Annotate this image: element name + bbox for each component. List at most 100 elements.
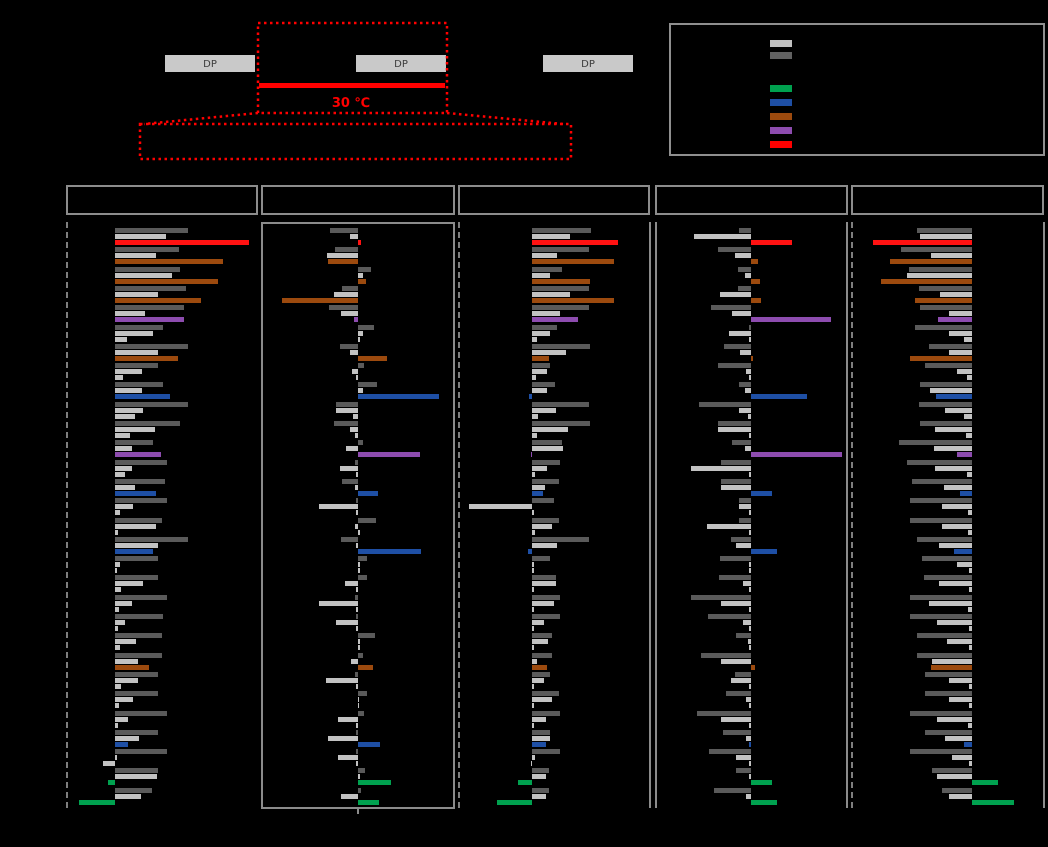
bar-panel4-group14-blue (751, 490, 772, 496)
bar-panel3-group27-light (532, 735, 550, 741)
bar-panel5-group1-light (920, 234, 972, 239)
bar-panel2-group8-light (352, 369, 358, 375)
bar-panel2-group18-dark (358, 556, 367, 562)
bar-panel1-group28-dark (115, 749, 167, 755)
bar-panel4-group3-brown (751, 278, 760, 284)
bar-panel4-group10-dark (699, 401, 751, 407)
bar-panel1-group14-blue (115, 490, 156, 496)
bar-panel5-group9-dark (920, 382, 972, 388)
bar-panel2-group27-blue (358, 741, 380, 747)
bar-panel2-group19-light (345, 581, 358, 587)
bar-panel1-group22-dark (115, 633, 162, 639)
bar-panel1-group16-dark (115, 517, 162, 523)
bar-panel5-group26-gray (968, 722, 972, 728)
bar-panel3-group23-light (532, 658, 537, 664)
temperature-label: 30 ℃ (332, 96, 370, 111)
bar-panel2-group27-light (328, 735, 358, 741)
bar-panel3-group11-dark (532, 421, 590, 426)
bar-panel2-group18-light (358, 562, 360, 568)
bar-panel5-group9-light (930, 388, 972, 394)
bar-panel3-group19-gray (532, 587, 534, 593)
bar-panel1-group20-light (115, 600, 132, 606)
bar-panel4-group1-red (751, 240, 792, 245)
bar-panel4-group19-gray (749, 587, 751, 593)
bar-panel1-group5-purple (115, 317, 184, 323)
bar-panel5-group7-light (949, 349, 972, 355)
bar-panel4-group8-light (746, 369, 751, 375)
bar-panel3-group27-blue (532, 741, 546, 747)
bar-panel3-group2-brown (532, 259, 614, 265)
bar-panel3-group30-dark (532, 787, 549, 793)
bar-panel5-group12-light (934, 446, 972, 452)
bar-panel2-group10-light (336, 407, 358, 413)
bar-panel4-group28-dark (709, 749, 751, 755)
bar-panel1-group11-light (115, 427, 155, 432)
bar-panel1-group6-light (115, 330, 153, 336)
bar-panel5-group30-light (949, 793, 972, 799)
bar-panel2-group26-dark (358, 710, 364, 716)
bar-panel3-group8-dark (532, 363, 550, 369)
bar-panel1-group15-light (115, 504, 133, 510)
bar-panel5-group16-light (942, 523, 972, 529)
bar-panel4-group25-light (746, 697, 751, 703)
bar-panel3-group4-brown (532, 297, 614, 303)
bar-panel4-group24-gray (749, 683, 751, 689)
bar-panel2-group23-light (351, 658, 358, 664)
series-brown-swatch (770, 113, 792, 120)
bar-panel2-group18-gray (358, 568, 360, 574)
bar-panel4-group16-light (707, 523, 751, 529)
bar-panel2-group24-gray (356, 683, 358, 689)
bar-panel4-group15-light (739, 504, 751, 510)
bar-panel4-group1-light (694, 234, 751, 239)
bar-panel2-group10-gray (353, 413, 358, 419)
bar-panel3-group29-dark (532, 768, 549, 774)
bar-panel2-group19-gray (356, 587, 358, 593)
bar-panel4-group28-gray (749, 761, 751, 767)
bar-panel3-group4-dark (532, 285, 589, 291)
bar-panel5-group17-light (939, 542, 972, 548)
bar-panel4-group8-dark (718, 363, 751, 369)
bar-panel5-group29-dark (932, 768, 972, 774)
bar-panel4-group17-light (736, 542, 751, 548)
series-light-gray-swatch (770, 40, 792, 47)
bar-panel2-group25-light (358, 697, 359, 703)
bar-panel2-group23-brown (358, 664, 373, 670)
bar-panel5-group19-gray (969, 587, 972, 593)
bar-panel4-group22-dark (736, 633, 751, 639)
bar-panel1-group24-dark (115, 671, 158, 677)
bar-panel2-group2-light (327, 253, 358, 259)
bar-panel2-group13-dark (355, 459, 358, 465)
bar-panel1-group14-light (115, 484, 135, 490)
bar-panel3-group7-light (532, 349, 566, 355)
bar-panel5-group17-dark (917, 536, 972, 542)
bar-panel4-group11-dark (718, 421, 751, 426)
bar-panel5-group23-light (932, 658, 972, 664)
bar-panel3-group14-light (532, 484, 545, 490)
bar-panel5-group8-light (957, 369, 972, 375)
bar-panel2-group22-dark (358, 633, 375, 639)
bar-panel5-group25-dark (925, 691, 972, 697)
bar-panel1-group18-gray (115, 568, 117, 574)
bar-panel1-group3-dark (115, 266, 180, 272)
bar-panel4-group22-gray (749, 645, 751, 651)
bar-panel1-group5-light (115, 311, 145, 317)
bar-panel5-group11-gray (966, 433, 972, 438)
bar-panel4-group18-gray (749, 568, 751, 574)
bar-panel5-group17-blue (954, 548, 972, 554)
bar-panel3-group6-dark (532, 324, 557, 330)
bar-panel4-group2-light (735, 253, 751, 259)
bar-panel2-group29-green (358, 780, 391, 786)
series-blue-swatch (770, 99, 792, 106)
bar-panel4-group2-brown (751, 259, 758, 265)
bar-panel3-group4-light (532, 291, 570, 297)
bar-panel5-group24-gray (969, 683, 972, 689)
bar-panel3-group3-light (532, 272, 550, 278)
bar-panel2-group26-light (338, 716, 358, 722)
bar-panel5-group19-dark (924, 575, 972, 581)
bar-panel3-group9-dark (532, 382, 555, 388)
bar-panel2-group7-dark (340, 343, 358, 349)
bar-panel1-group6-gray (115, 336, 127, 342)
bar-panel3-group24-gray (532, 683, 534, 689)
series-red-swatch (770, 141, 792, 148)
series-dark-gray-swatch (770, 52, 792, 59)
